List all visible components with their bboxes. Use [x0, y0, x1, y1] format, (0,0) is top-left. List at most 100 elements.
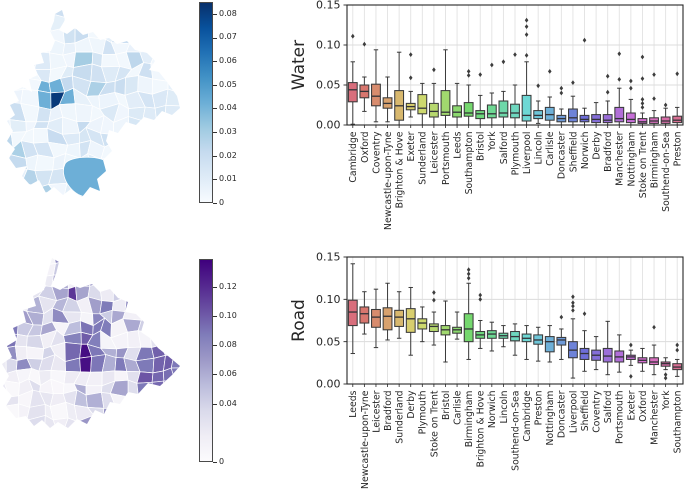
outlier-point	[466, 69, 471, 74]
district-cells	[7, 10, 180, 197]
box-Liverpool	[568, 294, 578, 379]
outlier-point	[432, 67, 436, 73]
box-Stoke on Trent	[637, 54, 648, 126]
colorbar-tick-label: 0	[219, 198, 225, 207]
x-tick-label: Leicester	[371, 390, 382, 432]
box-Coventry	[591, 336, 602, 371]
box-Lincoln	[498, 325, 509, 348]
x-tick-label: Southend-on-Sea	[661, 132, 672, 212]
x-tick-label: Sunderland	[418, 131, 429, 184]
outlier-point	[582, 311, 587, 317]
outlier-point	[536, 83, 540, 89]
x-tick-label: Leeds	[452, 131, 463, 158]
colorbar-tick	[213, 155, 217, 157]
outlier-point	[524, 32, 529, 37]
x-tick-label: Brighton & Hove	[476, 390, 487, 467]
x-tick-label: Salford	[603, 390, 614, 423]
box-Sheffield	[579, 311, 590, 372]
box-York	[486, 62, 497, 126]
outlier-point	[478, 296, 483, 302]
colorbar-tick-label: 0.07	[219, 32, 237, 42]
outlier-point	[640, 76, 645, 81]
water-colorbar: 0 0.01 0.02 0.03 0.04 0.05 0.06 0.07 0.08	[199, 2, 249, 207]
box-rect	[602, 347, 613, 363]
box-Lincoln	[533, 83, 544, 124]
box-rect	[452, 105, 462, 118]
box-Brighton & Hove	[394, 51, 405, 126]
box-rect	[498, 100, 509, 118]
colorbar-tick-label: 0.04	[219, 398, 237, 408]
box-rect	[591, 114, 602, 124]
outlier-point	[524, 24, 529, 29]
colorbar-tick-label: 0.08	[219, 8, 237, 18]
x-tick-label: Carlisle	[452, 390, 463, 425]
box-rect	[637, 118, 648, 124]
box-rect	[463, 102, 474, 117]
box-Bristol	[440, 300, 451, 363]
colorbar-tick-label: 0.01	[219, 174, 237, 184]
outlier-point	[350, 33, 355, 39]
box-Derby	[405, 286, 416, 356]
y-tick-label: 0.00	[316, 378, 341, 391]
outlier-point	[559, 314, 564, 320]
x-tick-label: Portsmouth	[615, 390, 626, 444]
x-tick-label: Norwich	[487, 390, 498, 428]
box-rect	[382, 307, 393, 331]
x-tick-label: York	[661, 390, 672, 411]
outlier-point	[629, 342, 633, 348]
x-tick-label: Bradford	[383, 390, 394, 430]
x-tick-label: Preston	[673, 131, 684, 166]
x-tick-label: Coventry	[592, 390, 603, 433]
x-tick-label: Cambridge	[522, 390, 533, 441]
road-choropleth-map	[2, 258, 180, 428]
box-rect	[394, 309, 405, 327]
outlier-point	[605, 73, 610, 79]
colorbar-tick	[213, 462, 217, 463]
x-tick-label: Coventry	[371, 131, 382, 174]
outlier-point	[513, 52, 517, 57]
road-colorbar: 0 0.04 0.06 0.08 0.10 0.12	[199, 259, 249, 466]
outlier-point	[652, 72, 656, 77]
box-Birmingham	[649, 72, 659, 126]
box-Coventry	[371, 49, 381, 123]
outlier-point	[640, 101, 645, 106]
box-Leeds	[452, 82, 462, 126]
box-Exeter	[625, 342, 636, 379]
box-Leicester	[428, 67, 439, 126]
y-tick-label: 0.05	[316, 79, 341, 92]
x-tick-label: Lincoln	[499, 390, 510, 423]
outlier-point	[571, 307, 575, 313]
lake-region	[63, 156, 112, 197]
outlier-point	[663, 102, 668, 108]
x-tick-label: Oxford	[638, 390, 649, 421]
box-Nottingham	[544, 325, 555, 363]
outlier-point	[640, 97, 645, 102]
x-tick-label: Bristol	[441, 391, 452, 421]
outlier-point	[466, 271, 471, 277]
colorbar-gradient	[199, 2, 213, 203]
colorbar-tick-label: 0.04	[219, 103, 237, 113]
outlier-point	[640, 105, 645, 110]
x-tick-label: Derby	[592, 131, 603, 160]
y-axis: 0.00 0.05 0.10 0.15	[316, 0, 347, 132]
box-Birmingham	[463, 267, 474, 360]
box-rect	[347, 299, 358, 327]
box-rect	[533, 110, 544, 120]
box-rect	[428, 102, 439, 118]
x-tick-label: Southampton	[464, 131, 475, 194]
box-Derby	[591, 102, 602, 126]
outlier-point	[617, 51, 622, 57]
box-Doncaster	[556, 314, 567, 360]
outlier-point	[432, 290, 436, 295]
colorbar-tick	[213, 374, 217, 376]
box-Oxford	[359, 41, 370, 112]
outlier-point	[408, 52, 413, 57]
outlier-point	[652, 96, 656, 101]
outlier-point	[490, 62, 494, 68]
outlier-point	[640, 54, 645, 60]
box-Preston	[672, 71, 683, 126]
box-rect	[579, 114, 590, 123]
x-tick-label: Derby	[406, 390, 417, 419]
outlier-point	[629, 85, 633, 91]
